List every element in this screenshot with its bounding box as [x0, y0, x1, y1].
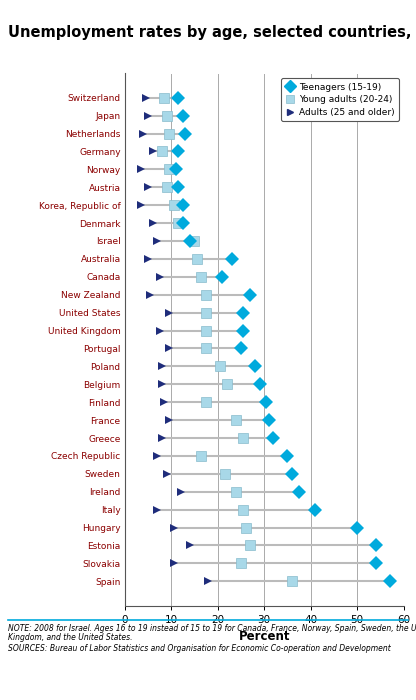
Text: Kingdom, and the United States.: Kingdom, and the United States.	[8, 633, 133, 642]
X-axis label: Percent: Percent	[238, 630, 290, 643]
Text: NOTE: 2008 for Israel. Ages 16 to 19 instead of 15 to 19 for Canada, France, Nor: NOTE: 2008 for Israel. Ages 16 to 19 ins…	[8, 624, 416, 634]
Text: Unemployment rates by age, selected countries, 2009: Unemployment rates by age, selected coun…	[8, 25, 416, 39]
Legend: Teenagers (15-19), Young adults (20-24), Adults (25 and older): Teenagers (15-19), Young adults (20-24),…	[281, 78, 399, 121]
Text: SOURCES: Bureau of Labor Statistics and Organisation for Economic Co-operation a: SOURCES: Bureau of Labor Statistics and …	[8, 644, 391, 653]
